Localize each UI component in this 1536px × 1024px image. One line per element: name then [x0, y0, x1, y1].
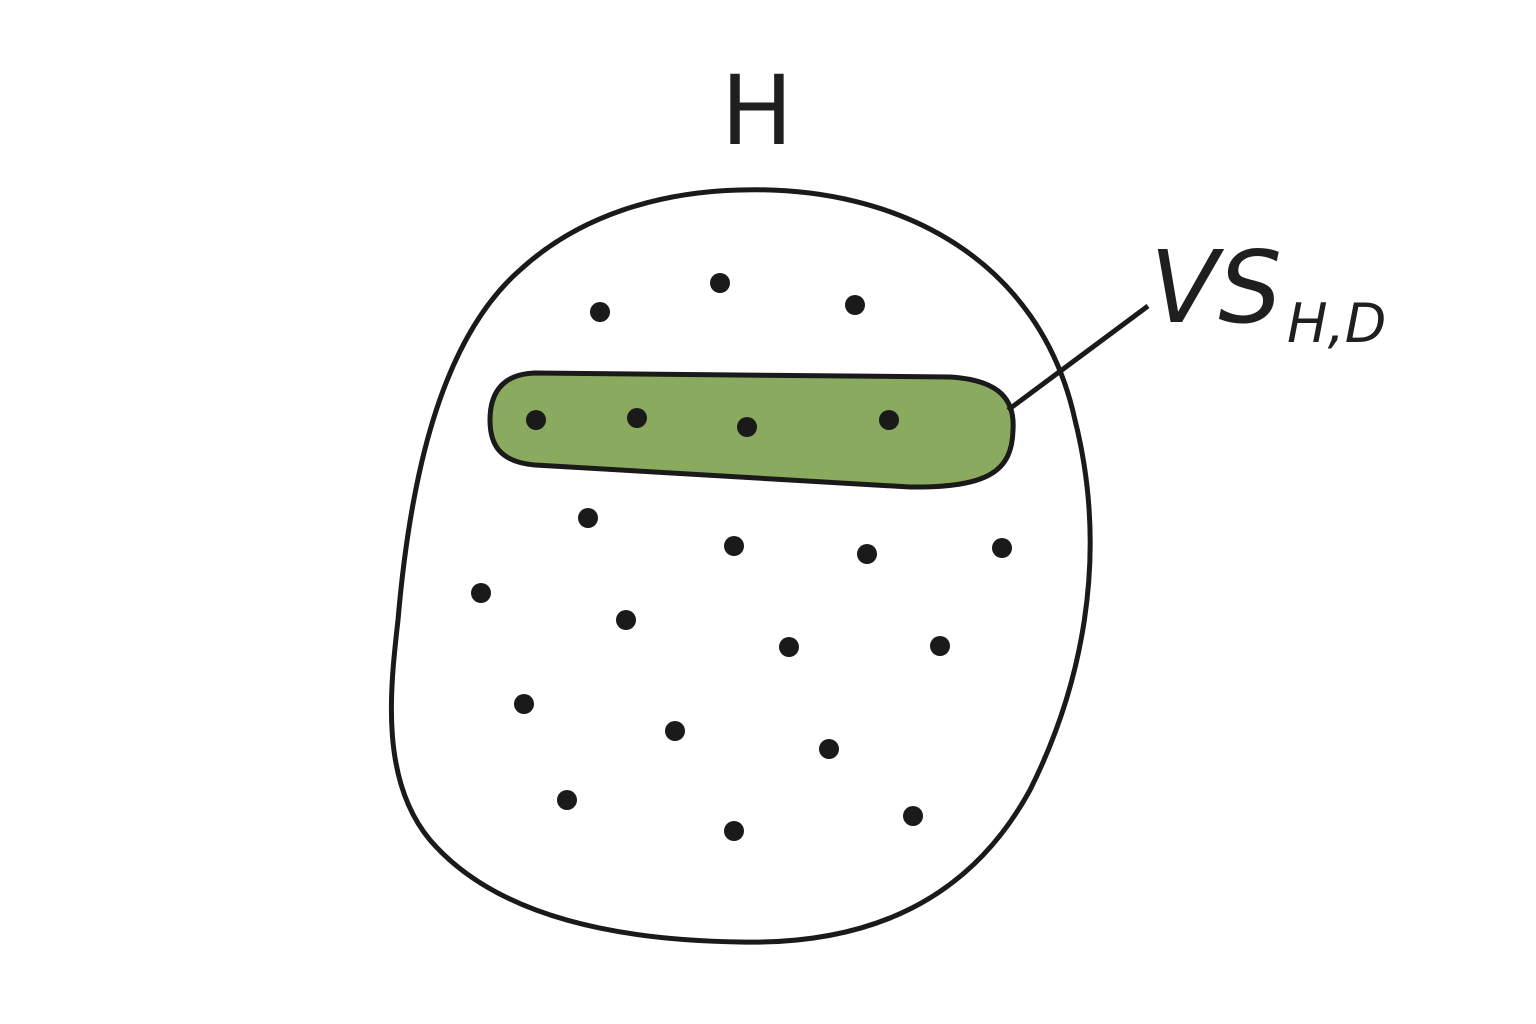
hypothesis-point: [992, 538, 1012, 558]
hypothesis-point: [590, 302, 610, 322]
hypothesis-points: [471, 273, 1012, 841]
hypothesis-point: [857, 544, 877, 564]
version-space-label-subscript: H,D: [1287, 292, 1386, 355]
hypothesis-point: [879, 410, 899, 430]
version-space-leader-line: [1006, 303, 1150, 413]
hypothesis-point: [903, 806, 923, 826]
hypothesis-point: [514, 694, 534, 714]
hypothesis-point: [665, 721, 685, 741]
hypothesis-point: [710, 273, 730, 293]
version-space-label: VS H,D: [1150, 229, 1386, 355]
hypothesis-point: [471, 583, 491, 603]
hypothesis-point: [526, 410, 546, 430]
hypothesis-point: [616, 610, 636, 630]
hypothesis-point: [578, 508, 598, 528]
hypothesis-point: [627, 408, 647, 428]
hypothesis-point: [557, 790, 577, 810]
version-space-label-main: VS: [1150, 229, 1282, 346]
hypothesis-point: [930, 636, 950, 656]
hypothesis-point: [737, 417, 757, 437]
hypothesis-point: [724, 821, 744, 841]
hypothesis-point: [845, 295, 865, 315]
version-space-points: [526, 408, 899, 437]
hypothesis-point: [779, 637, 799, 657]
hypothesis-point: [724, 536, 744, 556]
hypothesis-point: [819, 739, 839, 759]
set-h-label: H: [721, 55, 793, 167]
